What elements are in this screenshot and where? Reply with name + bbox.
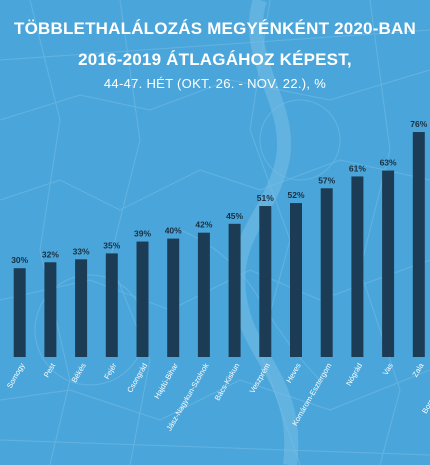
data-label: 57% — [318, 175, 335, 185]
bar-fejér — [105, 253, 118, 357]
x-tick-label: Zala — [410, 361, 426, 379]
data-label: 39% — [134, 229, 151, 239]
bar-komárom-esztergom — [320, 188, 333, 357]
x-tick-label: Hajdú-Bihar — [152, 361, 180, 400]
x-tick-label: Heves — [284, 361, 303, 384]
bar-bács-kiskun — [228, 223, 241, 357]
data-label: 63% — [380, 158, 397, 168]
chart-subtitle: 44-47. HÉT (OKT. 26. - NOV. 22.), % — [103, 76, 327, 91]
bar-csongrád — [136, 241, 149, 357]
data-label: 42% — [195, 220, 212, 230]
x-tick-label: Veszprém — [248, 362, 272, 395]
bar-jász-nagykun-szolnok — [197, 232, 210, 357]
bar-nógrád — [351, 176, 364, 357]
data-label: 45% — [226, 211, 243, 221]
x-tick-label: Bács-Kiskun — [213, 362, 242, 403]
data-label: 61% — [349, 163, 366, 173]
x-tick-label: Somogy — [5, 361, 27, 390]
bar-vas — [382, 170, 395, 357]
x-tick-label: Békés — [70, 361, 88, 384]
data-label: 33% — [73, 246, 90, 256]
data-label: 52% — [287, 190, 304, 200]
chart-title-line-2: 2016-2019 ÁTLAGÁHOZ KÉPEST, — [78, 50, 352, 69]
bar-hajdú-bihar — [167, 238, 180, 357]
x-tick-label: Csongrád — [125, 362, 149, 395]
bar-zala — [412, 132, 425, 357]
bar-veszprém — [259, 206, 272, 357]
x-tick-label: Pest — [42, 361, 58, 379]
x-tick-label: Nógrád — [344, 362, 364, 388]
data-label: 40% — [165, 226, 182, 236]
chart-title-line-1: TÖBBLETHALÁLOZÁS MEGYÉNKÉNT 2020-BAN — [13, 19, 416, 38]
x-tick-label: Vas — [381, 361, 395, 376]
data-label: 35% — [103, 240, 120, 250]
bar-heves — [290, 203, 302, 357]
data-label: 32% — [42, 249, 59, 259]
bar-békés — [75, 259, 88, 357]
data-label: 30% — [11, 255, 28, 265]
bar-somogy — [13, 268, 26, 357]
data-label: 51% — [257, 193, 274, 203]
data-label: 76% — [410, 119, 427, 129]
x-tick-label: Fejér — [102, 361, 119, 381]
bar-pest — [44, 262, 57, 357]
